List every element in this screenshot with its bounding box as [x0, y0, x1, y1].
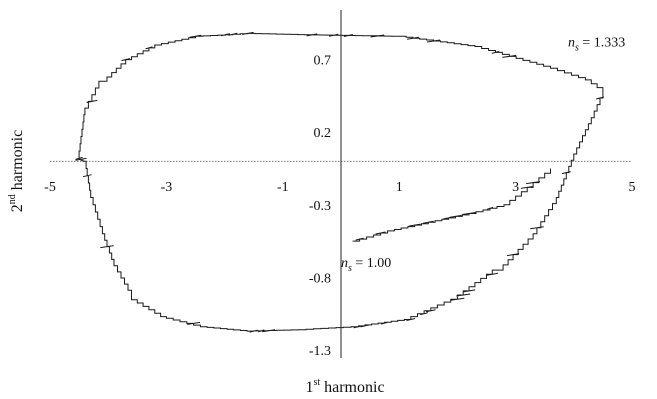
y-tick-label: -0.3 — [309, 199, 331, 214]
axes — [50, 10, 632, 358]
y-axis-label-rest: harmonic — [9, 130, 26, 194]
annotation-label: ns = 1.333 — [568, 35, 625, 53]
annotation-label: ns = 1.00 — [341, 256, 391, 274]
y-tick-label: 0.7 — [314, 54, 332, 69]
series-line-2 — [352, 168, 551, 242]
annotations: ns = 1.333 ns = 1.00 — [341, 35, 625, 274]
y-tick-labels: 0.7 0.2 -0.3 -0.8 -1.3 — [309, 54, 331, 359]
x-tick-label: 3 — [512, 180, 519, 195]
y-axis-label-superscript: nd — [7, 194, 18, 204]
x-tick-label: -5 — [44, 180, 56, 195]
x-tick-label: -3 — [161, 180, 173, 195]
x-axis-label-superscript: st — [313, 377, 320, 388]
y-tick-label: -1.3 — [309, 344, 331, 359]
x-axis-label: 1st harmonic — [305, 377, 384, 396]
y-tick-label: -0.8 — [309, 271, 331, 286]
x-axis-label-base: 1 — [305, 379, 313, 396]
y-tick-label: 0.2 — [314, 126, 332, 141]
plot-series — [75, 31, 605, 333]
series-line-1 — [75, 31, 605, 333]
x-tick-label: 1 — [396, 180, 403, 195]
x-tick-labels: -5 -3 -1 1 3 5 — [44, 180, 635, 195]
y-axis-label: 2nd harmonic — [7, 130, 26, 212]
x-tick-label: 5 — [629, 180, 636, 195]
y-axis-label-base: 2 — [9, 204, 26, 212]
x-tick-label: -1 — [277, 180, 289, 195]
x-axis-label-rest: harmonic — [320, 379, 384, 396]
